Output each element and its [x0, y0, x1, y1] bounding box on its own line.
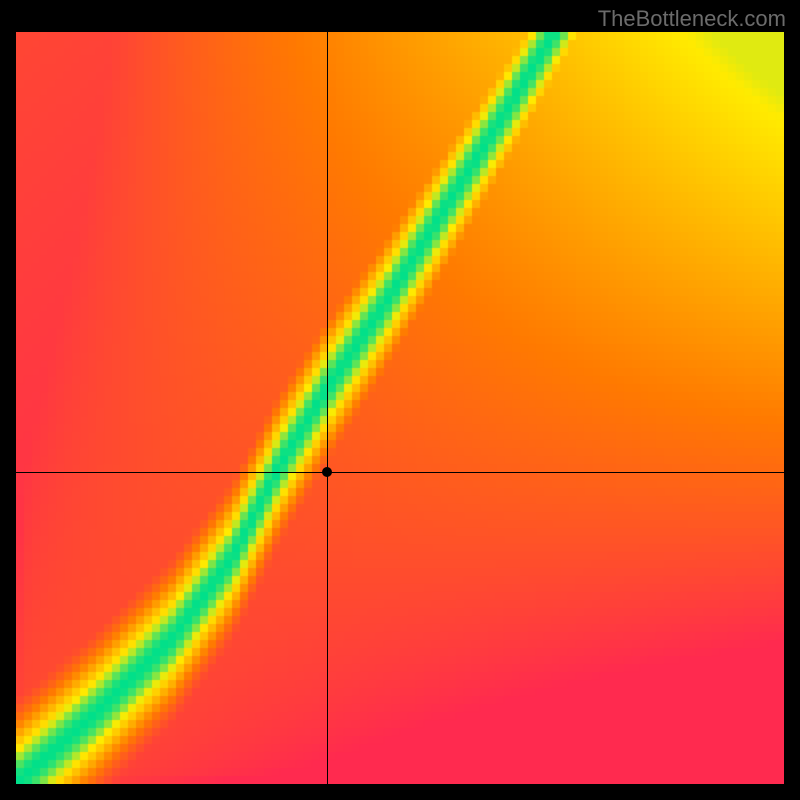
- marker-dot: [322, 467, 332, 477]
- chart-container: TheBottleneck.com: [0, 0, 800, 800]
- heatmap-canvas: [16, 32, 784, 784]
- watermark-text: TheBottleneck.com: [598, 6, 786, 32]
- crosshair-horizontal: [16, 472, 784, 473]
- heatmap-plot: [16, 32, 784, 784]
- crosshair-vertical: [327, 32, 328, 784]
